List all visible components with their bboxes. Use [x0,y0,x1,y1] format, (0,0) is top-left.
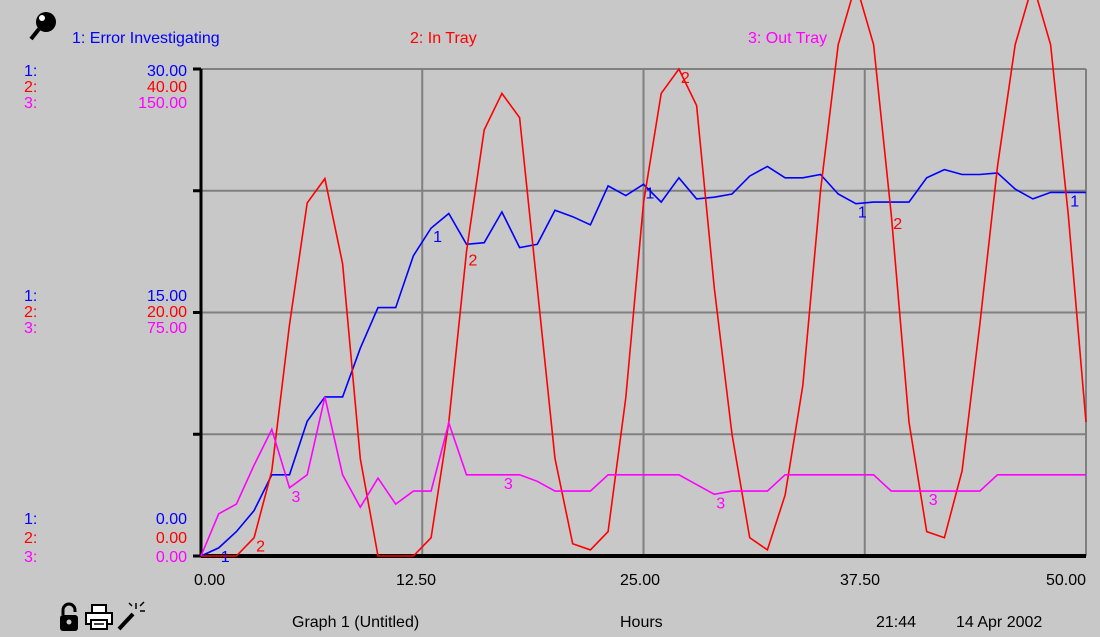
series-marker-1: 1 [858,205,867,222]
x-unit-label: Hours [620,614,663,631]
x-tick-label: 37.50 [840,572,881,589]
series-line-2 [201,0,1087,557]
y-scale-3-top: 150.00 [138,95,187,112]
magnifier-pin-icon[interactable] [26,10,60,44]
y-scale-2-num-mid: 2: [24,304,38,321]
padlock-icon[interactable] [58,602,80,632]
series-marker-2: 2 [469,253,478,270]
series-marker-1: 1 [1070,193,1079,210]
y-scale-1-top: 30.00 [146,63,187,80]
x-tick-label: 12.50 [396,572,437,589]
series-line-1 [200,165,1086,557]
y-scale-3-mid: 75.00 [146,320,187,337]
graph-title: Graph 1 (Untitled) [292,614,420,631]
timestamp-date: 14 Apr 2002 [956,614,1043,631]
legend-series-1: 1: Error Investigating [72,30,220,47]
printer-icon[interactable] [84,603,114,631]
series-marker-2: 2 [681,70,690,87]
y-scale-2-num-bottom: 2: [24,530,38,547]
y-scale-1-num-top: 1: [24,63,38,80]
y-scale-3-num-bottom: 3: [24,549,38,566]
x-tick-label: 25.00 [620,572,661,589]
magic-wand-icon[interactable] [116,600,146,632]
legend-series-2: 2: In Tray [410,30,477,47]
series-marker-1: 1 [221,549,230,566]
series-line-3 [200,396,1086,557]
y-scale-2-bottom: 0.00 [155,530,187,547]
y-scale-2-top: 40.00 [146,79,187,96]
y-scale-1-num-bottom: 1: [24,511,38,528]
series-marker-2: 2 [893,216,902,233]
series-marker-3: 3 [716,495,725,512]
series-marker-1: 1 [646,185,655,202]
x-tick-label: 0.00 [194,572,226,589]
y-scale-2-mid: 20.00 [146,304,187,321]
legend-series-3: 3: Out Tray [748,30,828,47]
series-marker-3: 3 [929,492,938,509]
series-marker-3: 3 [504,476,513,493]
series-marker-2: 2 [256,539,265,556]
y-scale-2-num-top: 2: [24,79,38,96]
x-tick-label: 50.00 [1046,572,1087,589]
y-scale-3-num-top: 3: [24,95,38,112]
y-scale-3-num-mid: 3: [24,320,38,337]
y-scale-3-bottom: 0.00 [155,549,187,566]
y-scale-1-mid: 15.00 [146,288,187,305]
y-scale-1-bottom: 0.00 [155,511,187,528]
series-marker-3: 3 [292,489,301,506]
y-scale-1-num-mid: 1: [24,288,38,305]
series-marker-1: 1 [433,229,442,246]
timestamp-time: 21:44 [876,614,917,631]
